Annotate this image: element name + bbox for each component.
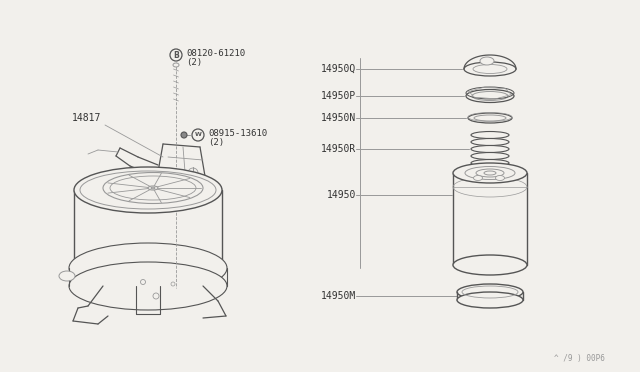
Ellipse shape <box>471 138 509 145</box>
Ellipse shape <box>472 92 508 100</box>
Circle shape <box>192 129 204 141</box>
Text: 14950P: 14950P <box>321 91 356 101</box>
Ellipse shape <box>484 171 496 175</box>
Ellipse shape <box>69 262 227 310</box>
Text: 14950N: 14950N <box>321 113 356 123</box>
Ellipse shape <box>151 187 155 189</box>
Text: 14950Q: 14950Q <box>321 64 356 74</box>
Ellipse shape <box>453 255 527 275</box>
Text: 14950: 14950 <box>326 190 356 200</box>
Ellipse shape <box>471 160 509 167</box>
Ellipse shape <box>103 173 203 203</box>
Ellipse shape <box>464 62 516 76</box>
Ellipse shape <box>480 57 494 65</box>
Ellipse shape <box>69 243 227 293</box>
Polygon shape <box>69 268 227 286</box>
Ellipse shape <box>457 292 523 308</box>
Circle shape <box>170 49 182 61</box>
Polygon shape <box>74 190 222 268</box>
Ellipse shape <box>495 176 504 180</box>
Ellipse shape <box>466 90 514 103</box>
Ellipse shape <box>80 171 216 209</box>
Ellipse shape <box>74 167 222 213</box>
Ellipse shape <box>148 186 158 190</box>
Text: (2): (2) <box>208 138 224 148</box>
Ellipse shape <box>468 113 512 123</box>
Text: (2): (2) <box>186 58 202 67</box>
Ellipse shape <box>471 145 509 153</box>
Ellipse shape <box>465 167 515 180</box>
Text: B: B <box>173 51 179 60</box>
Polygon shape <box>457 292 523 300</box>
Text: ^ /9 ) 00P6: ^ /9 ) 00P6 <box>554 353 605 362</box>
Ellipse shape <box>74 245 222 291</box>
Ellipse shape <box>173 63 179 67</box>
Ellipse shape <box>59 271 75 281</box>
Ellipse shape <box>471 153 509 160</box>
Ellipse shape <box>474 115 506 121</box>
Ellipse shape <box>453 163 527 183</box>
Ellipse shape <box>474 176 483 180</box>
Ellipse shape <box>476 169 504 177</box>
Text: 08915-13610: 08915-13610 <box>208 128 267 138</box>
Ellipse shape <box>457 284 523 300</box>
Text: 08120-61210: 08120-61210 <box>186 48 245 58</box>
Text: 14950M: 14950M <box>321 291 356 301</box>
Text: 14950R: 14950R <box>321 144 356 154</box>
Circle shape <box>181 132 187 138</box>
Ellipse shape <box>471 131 509 138</box>
Polygon shape <box>453 173 527 265</box>
Text: 14817: 14817 <box>72 113 101 123</box>
Text: W: W <box>195 132 202 138</box>
